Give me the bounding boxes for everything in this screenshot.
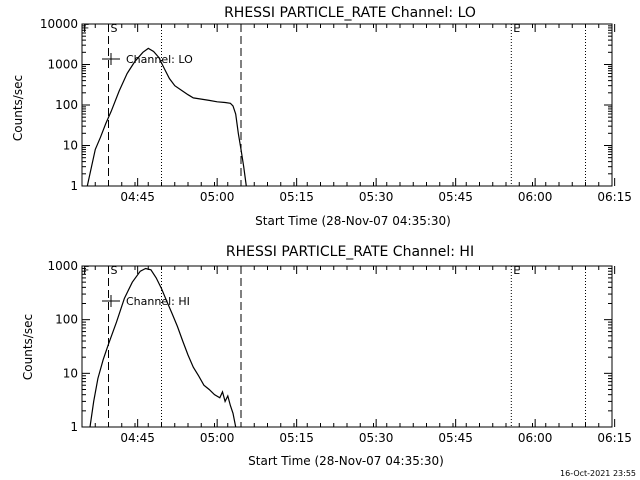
x-tick-label: 04:45	[120, 431, 155, 445]
y-tick-label: 1000	[47, 58, 78, 72]
panel-lo: RHESSI PARTICLE_RATE Channel: LO Counts/…	[11, 5, 632, 228]
x-tick-label: 05:00	[200, 431, 235, 445]
y-tick-label: 10	[63, 139, 78, 153]
plot-area-hi: 1 10 100 1000 04:45 05:00 05:15 05:30 05:45 06:00…	[47, 259, 631, 445]
y-axis-label: Counts/sec	[21, 314, 35, 380]
x-axis-label: Start Time (28-Nov-07 04:35:30)	[248, 454, 444, 468]
chart-title: RHESSI PARTICLE_RATE Channel: HI	[226, 244, 474, 260]
corner-label: F	[83, 22, 89, 35]
x-tick-label: 05:45	[438, 190, 473, 204]
footer-timestamp: 16-Oct-2021 23:55	[560, 469, 636, 478]
y-tick-label: 1	[70, 179, 78, 193]
y-tick-label: 100	[55, 98, 78, 112]
y-tick-label: 10	[63, 366, 78, 380]
marker-label: S	[111, 22, 118, 35]
panel-hi: RHESSI PARTICLE_RATE Channel: HI Counts/…	[21, 244, 632, 468]
y-tick-label: 1	[70, 420, 78, 434]
marker-label: S	[111, 264, 118, 277]
plot-area-lo: 1 10 100 1000 10000 04:45 05:00 05:15 05:30 05:45…	[40, 17, 632, 204]
y-tick-label: 10000	[40, 17, 78, 31]
x-tick-label: 06:15	[597, 431, 632, 445]
x-tick-label: 04:45	[120, 190, 155, 204]
y-tick-label: 1000	[47, 259, 78, 273]
x-tick-label: 05:30	[359, 431, 394, 445]
x-tick-label: 06:00	[518, 190, 553, 204]
chart-title: RHESSI PARTICLE_RATE Channel: LO	[224, 5, 476, 21]
marker-label: E	[513, 22, 520, 35]
corner-label: F	[83, 264, 89, 277]
series-line	[86, 47, 247, 187]
y-tick-label: 100	[55, 313, 78, 327]
x-tick-label: 05:15	[279, 431, 314, 445]
y-axis-label: Counts/sec	[11, 75, 25, 141]
x-tick-label: 05:00	[200, 190, 235, 204]
legend-label: Channel: HI	[126, 295, 190, 308]
series-line	[89, 267, 237, 428]
marker-label: E	[513, 264, 520, 277]
x-tick-label: 05:30	[359, 190, 394, 204]
x-tick-label: 05:15	[279, 190, 314, 204]
x-axis-label: Start Time (28-Nov-07 04:35:30)	[255, 214, 451, 228]
x-tick-label: 05:45	[438, 431, 473, 445]
x-tick-label: 06:00	[518, 431, 553, 445]
x-tick-label: 06:15	[597, 190, 632, 204]
